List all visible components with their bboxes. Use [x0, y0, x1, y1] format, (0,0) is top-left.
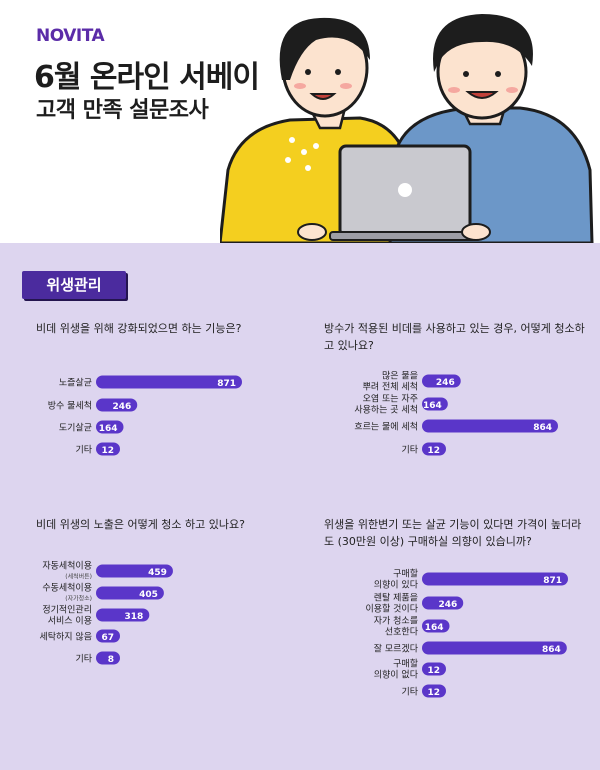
header: NOVITA 6월 온라인 서베이 고객 만족 설문조사	[0, 0, 600, 243]
chart3-question: 비데 위생의 노출은 어떻게 청소 하고 있나요?	[36, 518, 245, 531]
chart1-question: 비데 위생을 위해 강화되었으면 하는 기능은?	[36, 322, 242, 335]
page-subtitle: 고객 만족 설문조사	[36, 98, 209, 123]
survey-section	[0, 243, 600, 770]
brand-logo: NOVITA	[36, 26, 105, 46]
section-badge: 위생관리	[22, 271, 126, 299]
people-laptop-illustration	[220, 14, 594, 243]
page-title: 6월 온라인 서베이	[34, 60, 260, 95]
chart4-question: 위생을 위한변기 또는 살균 기능이 있다면 가격이 높더라도 (30만원 이상…	[324, 518, 582, 548]
chart2-question: 방수가 적용된 비데를 사용하고 있는 경우, 어떻게 청소하고 있나요?	[324, 322, 585, 352]
